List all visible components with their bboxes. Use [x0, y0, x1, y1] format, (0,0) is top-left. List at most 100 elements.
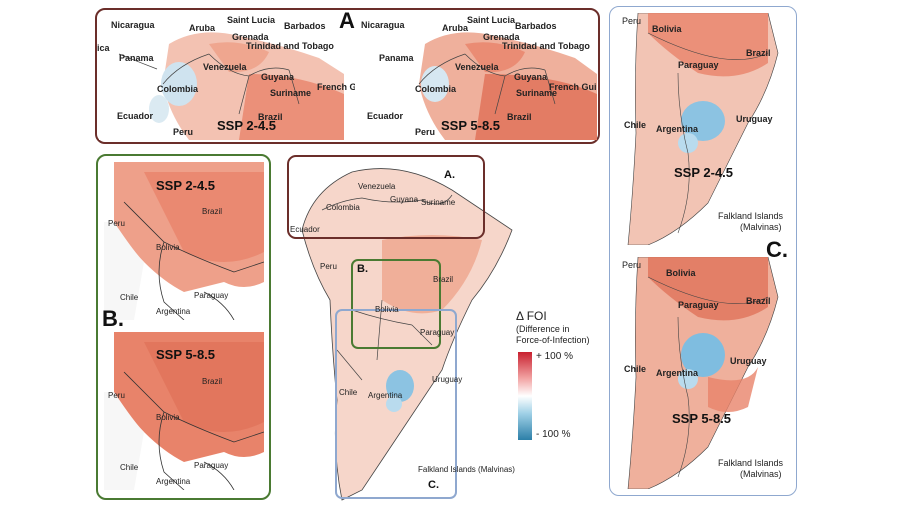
label-saint-lucia: Saint Lucia [227, 15, 276, 25]
label-venezuela-2: Venezuela [455, 62, 499, 72]
label-falkland-c2a: Falkland Islands [718, 458, 784, 468]
label-peru-b2: Peru [108, 391, 125, 400]
legend-subtitle-1: (Difference in [516, 324, 570, 334]
label-paraguay-b2: Paraguay [194, 461, 229, 470]
label-panama-2: Panama [379, 53, 414, 63]
label-brazil: Brazil [258, 112, 283, 122]
panel-c-frame: Peru Bolivia Brazil Paraguay Uruguay Chi… [609, 6, 797, 496]
panel-letter-b-small: B. [357, 263, 368, 275]
legend-color-bar [518, 352, 532, 440]
label-uruguay-center: Uruguay [432, 375, 463, 384]
label-guyana: Guyana [261, 72, 295, 82]
central-south-america-map [282, 150, 612, 502]
scenario-label-ssp585-a: SSP 5-8.5 [441, 118, 501, 133]
label-aruba: Aruba [189, 23, 216, 33]
label-falkland-center: Falkland Islands (Malvinas) [418, 465, 515, 474]
legend-min-label: - 100 % [536, 429, 571, 440]
label-ecuador-2: Ecuador [367, 111, 404, 121]
panel-letter-b: B. [102, 306, 124, 331]
label-nicaragua-2: Nicaragua [361, 20, 405, 30]
label-brazil-b1: Brazil [202, 207, 223, 216]
scenario-label-ssp245-a: SSP 2-4.5 [217, 118, 277, 133]
panel-b-map-ssp245 [104, 162, 264, 320]
label-bolivia-b1: Bolivia [156, 243, 180, 252]
legend-max-label: + 100 % [536, 351, 573, 362]
label-suriname-2: Suriname [516, 88, 558, 98]
label-peru-center: Peru [320, 262, 337, 271]
label-grenada: Grenada [232, 32, 269, 42]
label-falkland-c2b: (Malvinas) [740, 469, 782, 479]
label-colombia-2: Colombia [415, 84, 457, 94]
label-colombia-center: Colombia [326, 203, 360, 212]
panel-b-map-ssp585 [104, 332, 264, 490]
label-paraguay-b1: Paraguay [194, 291, 229, 300]
label-peru: Peru [173, 127, 194, 137]
scenario-label-ssp245-c: SSP 2-4.5 [674, 165, 734, 180]
label-chile-c1: Chile [624, 120, 647, 130]
label-venezuela-center: Venezuela [358, 182, 396, 191]
label-paraguay-c1: Paraguay [678, 60, 719, 70]
legend: Δ FOI (Difference in Force-of-Infection)… [512, 310, 608, 440]
label-trinidad-2: Trinidad and Tobago [502, 41, 590, 51]
label-bolivia-c2: Bolivia [666, 268, 696, 278]
label-venezuela: Venezuela [203, 62, 247, 72]
label-barbados: Barbados [284, 21, 326, 31]
label-peru-b1: Peru [108, 219, 125, 228]
label-ecuador: Ecuador [117, 111, 154, 121]
legend-title: Δ FOI [516, 309, 547, 323]
label-paraguay-c2: Paraguay [678, 300, 719, 310]
panel-c-map-ssp245 [618, 13, 792, 245]
label-uruguay-c2: Uruguay [730, 356, 767, 366]
label-argentina-b1: Argentina [156, 307, 191, 316]
label-ica: ica [97, 43, 110, 53]
label-falkland-c1b: (Malvinas) [740, 222, 782, 232]
label-bolivia-b2: Bolivia [156, 413, 180, 422]
label-guyana-2: Guyana [514, 72, 548, 82]
panel-a-map-ssp245 [99, 14, 344, 140]
label-argentina-b2: Argentina [156, 477, 191, 486]
label-chile-b1: Chile [120, 293, 139, 302]
panel-letter-c: C. [766, 237, 788, 262]
panel-b-frame: SSP 2-4.5 Brazil Peru Bolivia Chile Para… [96, 154, 271, 500]
label-argentina-center: Argentina [368, 391, 403, 400]
scenario-label-ssp585-c: SSP 5-8.5 [672, 411, 732, 426]
legend-subtitle-2: Force-of-Infection) [516, 335, 590, 345]
label-aruba-2: Aruba [442, 23, 469, 33]
scenario-label-ssp585-b: SSP 5-8.5 [156, 347, 216, 362]
label-argentina-c1: Argentina [656, 124, 699, 134]
label-trinidad: Trinidad and Tobago [246, 41, 334, 51]
label-peru-c1: Peru [622, 16, 642, 26]
label-paraguay-center: Paraguay [420, 328, 455, 337]
label-panama: Panama [119, 53, 154, 63]
label-bolivia-center: Bolivia [375, 305, 399, 314]
label-brazil-c2: Brazil [746, 296, 771, 306]
label-chile-c2: Chile [624, 364, 647, 374]
panel-a-frame: Nicaragua Aruba Saint Lucia Barbados Gre… [95, 8, 600, 144]
panel-letter-a-small: A. [444, 169, 455, 181]
label-grenada-2: Grenada [483, 32, 520, 42]
scenario-label-ssp245-b: SSP 2-4.5 [156, 178, 216, 193]
label-brazil-c1: Brazil [746, 48, 771, 58]
label-peru-2: Peru [415, 127, 436, 137]
label-saint-lucia-2: Saint Lucia [467, 15, 516, 25]
label-french-guiana: French Gui [317, 82, 365, 92]
panel-letter-c-small: C. [428, 479, 439, 491]
panel-c-map-ssp585 [618, 257, 792, 489]
label-uruguay-c1: Uruguay [736, 114, 773, 124]
label-brazil-b2: Brazil [202, 377, 223, 386]
label-guyana-center: Guyana [390, 195, 419, 204]
label-chile-b2: Chile [120, 463, 139, 472]
label-chile-center: Chile [339, 388, 358, 397]
label-falkland-c1a: Falkland Islands [718, 211, 784, 221]
label-brazil-2: Brazil [507, 112, 532, 122]
label-french-guiana-2: French Gui [549, 82, 597, 92]
label-ecuador-center: Ecuador [290, 225, 320, 234]
label-suriname-center: Suriname [421, 198, 456, 207]
panel-a-map-ssp585 [355, 14, 597, 140]
label-bolivia-c1: Bolivia [652, 24, 682, 34]
label-argentina-c2: Argentina [656, 368, 699, 378]
label-brazil-center: Brazil [433, 275, 454, 284]
label-peru-c2: Peru [622, 260, 642, 270]
label-barbados-2: Barbados [515, 21, 557, 31]
label-colombia: Colombia [157, 84, 199, 94]
